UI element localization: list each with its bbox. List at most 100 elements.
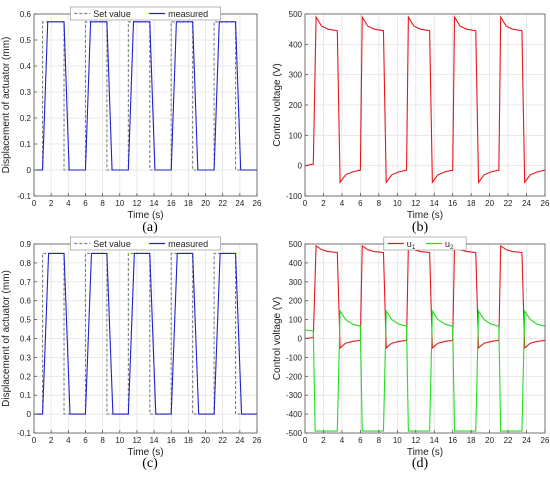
y-tick-label: -200 bbox=[286, 372, 303, 381]
y-tick-label: 0 bbox=[298, 335, 303, 344]
y-tick-label: -100 bbox=[286, 353, 303, 362]
y-tick-label: -500 bbox=[286, 429, 303, 438]
chart-c: 0 2 4 6 8 10 12 14 16 18 20 22 24 26-0.100.10.20.30.4… bbox=[1, 236, 262, 458]
y-tick-label: 400 bbox=[289, 40, 303, 49]
x-tick-label: 26 bbox=[253, 199, 262, 208]
x-tick-label: 12 bbox=[411, 436, 420, 445]
x-tick-label: 22 bbox=[504, 199, 513, 208]
x-tick-label: 10 bbox=[115, 199, 124, 208]
x-tick-label: 18 bbox=[467, 436, 476, 445]
x-tick-label: 24 bbox=[522, 436, 531, 445]
y-tick-label: 0.7 bbox=[20, 278, 32, 287]
x-tick-label: 6 bbox=[83, 436, 88, 445]
series-line-1 bbox=[34, 21, 257, 171]
y-axis-label: Control voltage (V) bbox=[272, 297, 283, 380]
x-tick-label: 18 bbox=[184, 199, 193, 208]
legend-box bbox=[70, 236, 221, 251]
caption-a-text: (a) bbox=[142, 220, 158, 235]
x-tick-label: 16 bbox=[167, 199, 176, 208]
legend-label-0: Set value bbox=[93, 9, 131, 19]
y-tick-label: 0.4 bbox=[20, 62, 32, 71]
y-axis-label: Displacement of actuator (mm) bbox=[1, 37, 12, 174]
series-line-1 bbox=[305, 309, 545, 432]
y-tick-label: 400 bbox=[289, 259, 303, 268]
x-tick-label: 2 bbox=[49, 199, 54, 208]
y-tick-label: 500 bbox=[289, 240, 303, 249]
x-tick-label: 16 bbox=[448, 199, 457, 208]
x-tick-label: 14 bbox=[430, 199, 439, 208]
x-tick-label: 6 bbox=[83, 199, 88, 208]
x-tick-label: 12 bbox=[132, 436, 141, 445]
x-tick-label: 8 bbox=[100, 199, 105, 208]
x-tick-label: 0 bbox=[32, 436, 37, 445]
y-tick-label: -0.1 bbox=[17, 429, 31, 438]
x-tick-label: 2 bbox=[49, 436, 54, 445]
y-tick-label: 100 bbox=[289, 316, 303, 325]
legend-label-0: Set value bbox=[93, 239, 131, 249]
caption-b: (b) bbox=[400, 220, 440, 236]
caption-a: (a) bbox=[130, 220, 170, 236]
x-tick-label: 12 bbox=[411, 199, 420, 208]
y-tick-label: 300 bbox=[289, 278, 303, 287]
x-tick-label: 22 bbox=[504, 436, 513, 445]
x-tick-label: 0 bbox=[303, 436, 308, 445]
x-tick-label: 16 bbox=[167, 436, 176, 445]
y-tick-label: 0.6 bbox=[20, 297, 32, 306]
x-tick-label: 20 bbox=[201, 199, 210, 208]
y-tick-label: 0.9 bbox=[20, 240, 32, 249]
y-tick-label: 100 bbox=[289, 131, 303, 140]
y-tick-label: -300 bbox=[286, 391, 303, 400]
x-tick-label: 18 bbox=[184, 436, 193, 445]
x-tick-label: 20 bbox=[201, 436, 210, 445]
y-tick-label: 0.3 bbox=[20, 88, 32, 97]
x-axis-label: Time (s) bbox=[407, 447, 443, 458]
y-tick-label: 0.4 bbox=[20, 335, 32, 344]
x-axis-label: Time (s) bbox=[407, 210, 443, 221]
caption-d: (d) bbox=[400, 456, 440, 472]
chart-b: 0 2 4 6 8 10 12 14 16 18 20 22 24 26-1000100200300400… bbox=[272, 10, 550, 221]
legend-box bbox=[70, 6, 221, 21]
y-tick-label: -0.1 bbox=[17, 192, 31, 201]
series-line-1 bbox=[34, 252, 257, 415]
x-tick-label: 14 bbox=[430, 436, 439, 445]
x-tick-label: 10 bbox=[393, 199, 402, 208]
caption-b-text: (b) bbox=[411, 220, 429, 235]
y-tick-label: 0.8 bbox=[20, 259, 32, 268]
x-tick-label: 4 bbox=[66, 199, 71, 208]
y-tick-label: 0.3 bbox=[20, 353, 32, 362]
y-tick-label: 0.6 bbox=[20, 10, 32, 19]
x-tick-label: 2 bbox=[321, 436, 326, 445]
x-tick-label: 26 bbox=[541, 199, 550, 208]
legend: Set value measured bbox=[70, 6, 221, 21]
x-tick-label: 8 bbox=[377, 436, 382, 445]
series-line-0 bbox=[305, 244, 545, 350]
y-tick-label: 0.1 bbox=[20, 391, 32, 400]
x-tick-label: 20 bbox=[485, 199, 494, 208]
chart-d: 0 2 4 6 8 10 12 14 16 18 20 22 24 26-500-400-300-200-… bbox=[272, 236, 550, 458]
y-tick-label: 500 bbox=[289, 10, 303, 19]
x-tick-label: 22 bbox=[218, 436, 227, 445]
x-tick-label: 24 bbox=[522, 199, 531, 208]
x-tick-label: 2 bbox=[321, 199, 326, 208]
y-tick-label: 0.2 bbox=[20, 114, 32, 123]
y-axis-label: Control voltage (V) bbox=[272, 63, 283, 146]
y-tick-label: -400 bbox=[286, 410, 303, 419]
x-tick-label: 6 bbox=[358, 199, 363, 208]
x-tick-label: 20 bbox=[485, 436, 494, 445]
x-tick-label: 4 bbox=[66, 436, 71, 445]
y-tick-label: 0 bbox=[27, 410, 32, 419]
x-tick-label: 10 bbox=[393, 436, 402, 445]
x-axis-label: Time (s) bbox=[127, 210, 163, 221]
legend: u1 u2 bbox=[383, 236, 467, 251]
x-tick-label: 12 bbox=[132, 199, 141, 208]
y-tick-label: -100 bbox=[286, 192, 303, 201]
x-tick-label: 24 bbox=[235, 436, 244, 445]
series-line-0 bbox=[305, 15, 545, 184]
caption-c-text: (c) bbox=[142, 456, 158, 471]
x-tick-label: 16 bbox=[448, 436, 457, 445]
x-tick-label: 4 bbox=[340, 199, 345, 208]
legend-label-1: u2 bbox=[445, 239, 454, 251]
x-tick-label: 10 bbox=[115, 436, 124, 445]
y-tick-label: 0 bbox=[298, 162, 303, 171]
